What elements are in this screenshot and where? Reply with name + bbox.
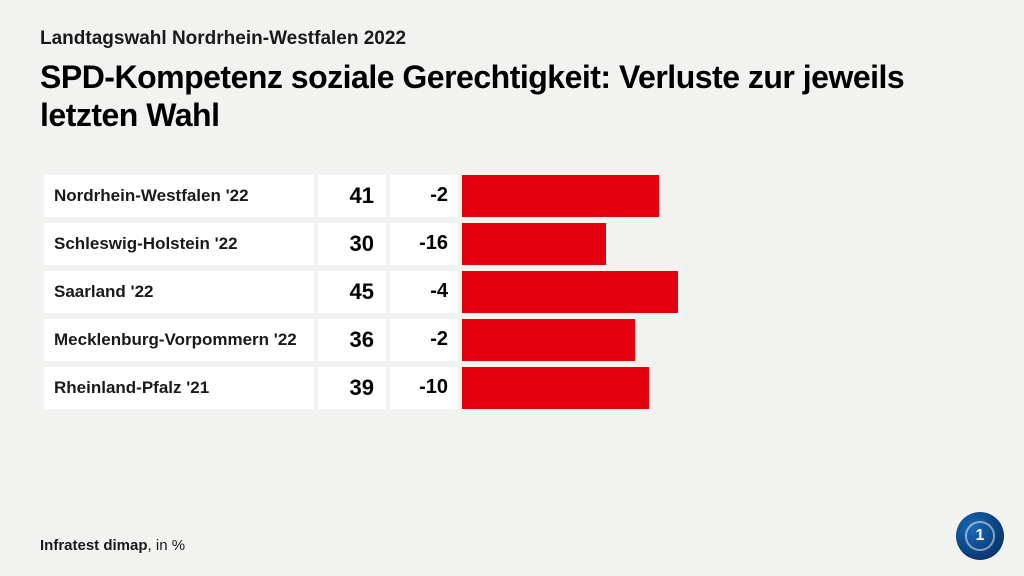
chart-container: Landtagswahl Nordrhein-Westfalen 2022 SP… (0, 0, 1024, 435)
chart-row: Saarland '2245-4 (44, 271, 984, 313)
bar-chart: Nordrhein-Westfalen '2241-2Schleswig-Hol… (44, 175, 984, 409)
row-bar (462, 223, 606, 265)
row-bar (462, 271, 678, 313)
chart-row: Schleswig-Holstein '2230-16 (44, 223, 984, 265)
row-value: 30 (318, 223, 386, 265)
row-label: Rheinland-Pfalz '21 (44, 367, 314, 409)
chart-row: Rheinland-Pfalz '2139-10 (44, 367, 984, 409)
subtitle: Landtagswahl Nordrhein-Westfalen 2022 (40, 28, 984, 50)
row-diff: -2 (390, 319, 458, 361)
footer-source-name: Infratest dimap (40, 537, 148, 554)
broadcaster-logo: 1 (956, 512, 1004, 560)
row-diff: -4 (390, 271, 458, 313)
chart-row: Mecklenburg-Vorpommern '2236-2 (44, 319, 984, 361)
title: SPD-Kompetenz soziale Gerechtigkeit: Ver… (40, 58, 984, 135)
row-bar (462, 367, 649, 409)
footer-source-unit: , in % (148, 537, 186, 554)
row-value: 36 (318, 319, 386, 361)
logo-glyph: 1 (976, 527, 985, 545)
row-bar (462, 175, 659, 217)
row-bar-cell (462, 319, 984, 361)
row-label: Saarland '22 (44, 271, 314, 313)
row-bar-cell (462, 271, 984, 313)
footer-source: Infratest dimap, in % (40, 537, 185, 554)
chart-row: Nordrhein-Westfalen '2241-2 (44, 175, 984, 217)
row-diff: -2 (390, 175, 458, 217)
row-label: Nordrhein-Westfalen '22 (44, 175, 314, 217)
row-label: Schleswig-Holstein '22 (44, 223, 314, 265)
row-value: 45 (318, 271, 386, 313)
row-diff: -10 (390, 367, 458, 409)
row-bar-cell (462, 175, 984, 217)
row-value: 41 (318, 175, 386, 217)
row-diff: -16 (390, 223, 458, 265)
row-value: 39 (318, 367, 386, 409)
row-bar (462, 319, 635, 361)
row-label: Mecklenburg-Vorpommern '22 (44, 319, 314, 361)
logo-ring-icon: 1 (965, 521, 995, 551)
row-bar-cell (462, 367, 984, 409)
row-bar-cell (462, 223, 984, 265)
